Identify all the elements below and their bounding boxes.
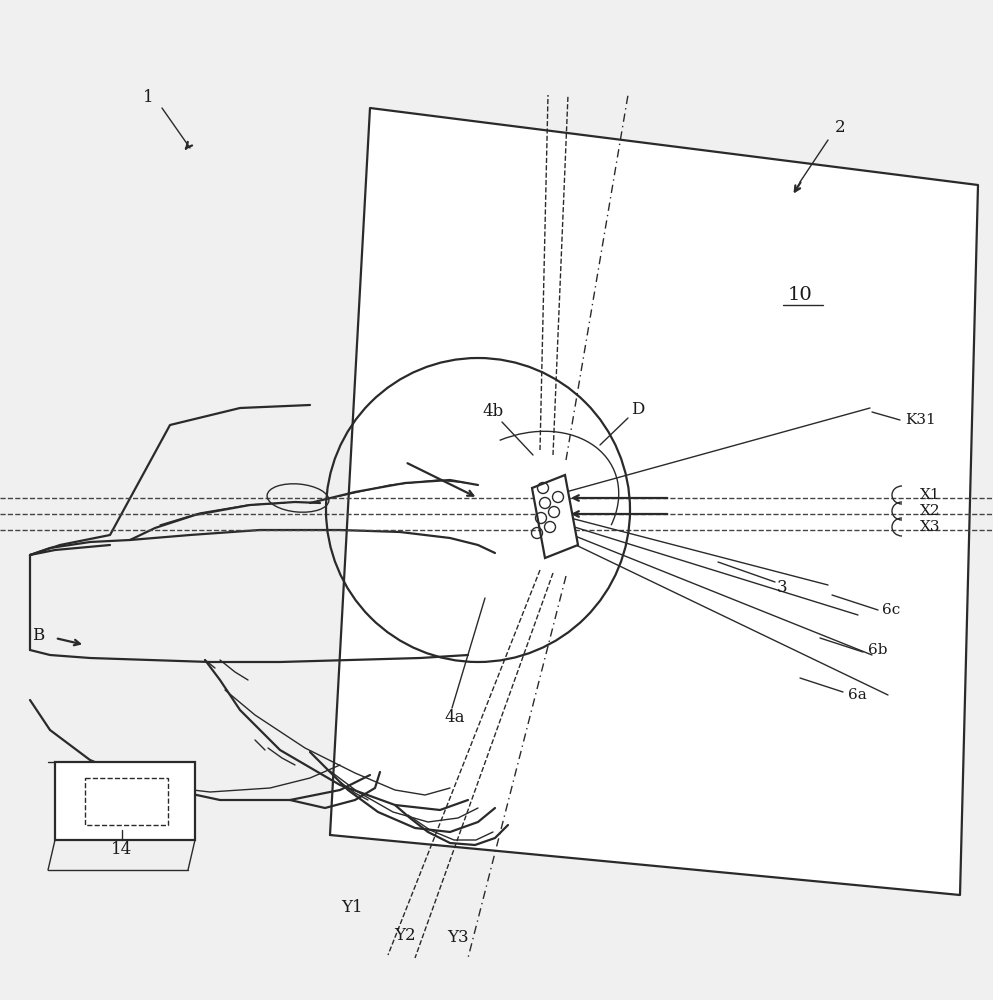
Text: Y1: Y1 (342, 900, 362, 916)
Text: X1: X1 (920, 488, 940, 502)
Text: 6a: 6a (848, 688, 867, 702)
Text: 6c: 6c (882, 603, 901, 617)
Polygon shape (532, 475, 578, 558)
Polygon shape (330, 108, 978, 895)
Text: 14: 14 (111, 842, 133, 858)
Text: 4a: 4a (445, 710, 466, 726)
Text: B: B (32, 626, 44, 644)
Text: X2: X2 (920, 504, 940, 518)
Text: 10: 10 (787, 286, 812, 304)
Text: Y3: Y3 (447, 930, 469, 946)
Text: 3: 3 (777, 580, 787, 596)
Text: 6b: 6b (868, 643, 888, 657)
Text: K31: K31 (905, 413, 935, 427)
Text: 2: 2 (835, 119, 845, 136)
Text: X3: X3 (920, 520, 940, 534)
Text: 4b: 4b (483, 403, 503, 420)
Polygon shape (55, 762, 195, 840)
Text: 1: 1 (143, 90, 153, 106)
Text: Y2: Y2 (394, 926, 416, 944)
Text: D: D (632, 401, 644, 418)
